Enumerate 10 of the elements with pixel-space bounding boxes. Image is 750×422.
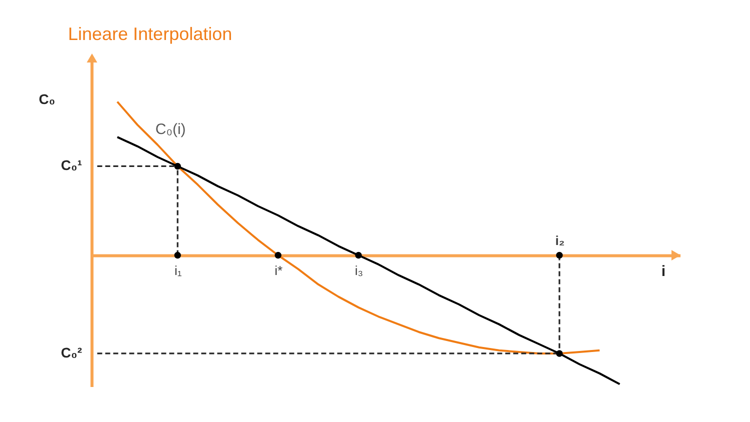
x-tick-label: i₂ bbox=[555, 232, 565, 248]
chart-title: Lineare Interpolation bbox=[68, 24, 232, 44]
y-axis-title: C₀ bbox=[38, 91, 56, 107]
x-tick-label: i* bbox=[274, 262, 283, 278]
x-tick-label: i₃ bbox=[354, 262, 364, 278]
ref-line-label: C₀¹ bbox=[60, 157, 82, 174]
ref-line-label: C₀² bbox=[60, 344, 82, 360]
series-label: C₀(i) bbox=[155, 120, 186, 138]
x-axis-title: i bbox=[661, 262, 666, 280]
x-tick-label: i₁ bbox=[174, 262, 182, 278]
